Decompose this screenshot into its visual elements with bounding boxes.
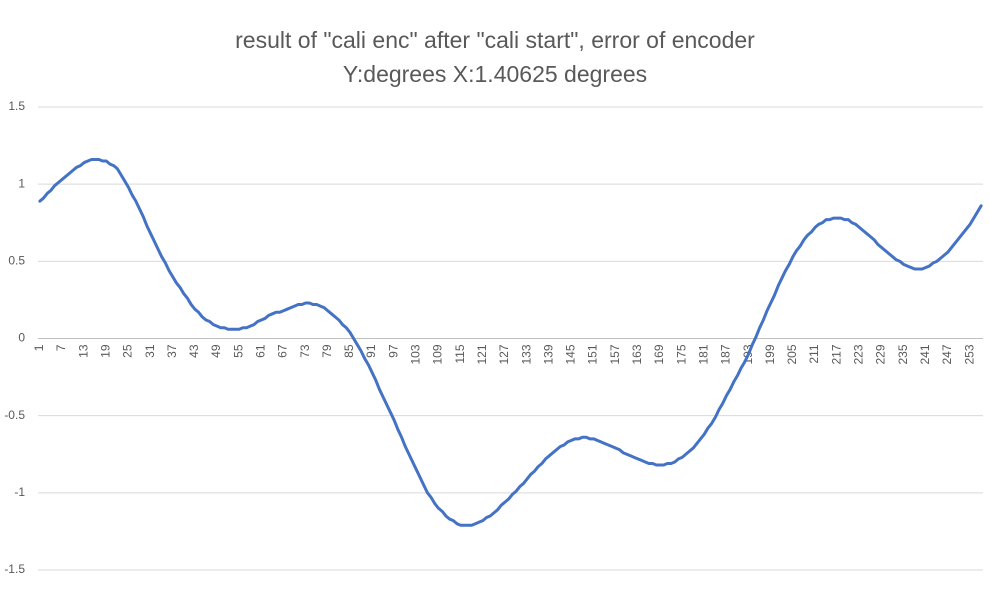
x-tick-label: 169 <box>652 344 666 364</box>
x-tick-label: 157 <box>608 344 622 364</box>
chart-subtitle: Y:degrees X:1.40625 degrees <box>343 61 647 87</box>
x-tick-label: 73 <box>298 344 312 358</box>
x-tick-label: 79 <box>320 344 334 358</box>
x-tick-label: 55 <box>231 344 245 358</box>
x-tick-label: 139 <box>541 344 555 364</box>
x-tick-label: 121 <box>475 344 489 364</box>
x-tick-label: 7 <box>54 344 68 351</box>
x-tick-label: 127 <box>497 344 511 364</box>
x-tick-label: 91 <box>364 344 378 358</box>
x-tick-label: 31 <box>143 344 157 358</box>
x-tick-label: 67 <box>276 344 290 358</box>
y-tick-label: 0 <box>18 331 25 345</box>
x-tick-label: 109 <box>431 344 445 364</box>
x-tick-label: 199 <box>763 344 777 364</box>
x-tick-label: 163 <box>630 344 644 364</box>
x-tick-label: 103 <box>409 344 423 364</box>
x-tick-label: 151 <box>586 344 600 364</box>
x-tick-label: 49 <box>209 344 223 358</box>
x-tick-label: 37 <box>165 344 179 358</box>
y-tick-label: -0.5 <box>4 408 25 422</box>
x-tick-label: 253 <box>962 344 976 364</box>
x-tick-label: 205 <box>785 344 799 364</box>
y-tick-label: -1.5 <box>4 562 25 576</box>
x-tick-label: 115 <box>453 344 467 363</box>
x-tick-label: 247 <box>940 344 954 364</box>
x-tick-label: 25 <box>121 344 135 358</box>
x-tick-label: 85 <box>342 344 356 358</box>
y-tick-label: 1.5 <box>8 99 25 113</box>
y-tick-label: 1 <box>18 176 25 190</box>
x-tick-label: 211 <box>807 344 821 363</box>
x-tick-label: 19 <box>98 344 112 358</box>
x-tick-label: 43 <box>187 344 201 358</box>
x-tick-label: 217 <box>829 344 843 364</box>
x-tick-label: 1 <box>32 344 46 351</box>
y-tick-label: -1 <box>14 485 25 499</box>
y-tick-label: 0.5 <box>8 254 25 268</box>
data-line <box>38 157 983 527</box>
x-tick-label: 145 <box>564 344 578 364</box>
x-tick-label: 223 <box>852 344 866 364</box>
x-tick-label: 181 <box>696 344 710 364</box>
x-tick-label: 133 <box>519 344 533 364</box>
chart-title: result of "cali enc" after "cali start",… <box>235 27 755 53</box>
x-tick-label: 187 <box>719 344 733 364</box>
x-tick-label: 229 <box>874 344 888 364</box>
x-tick-label: 175 <box>674 344 688 364</box>
x-tick-label: 97 <box>386 344 400 358</box>
x-tick-label: 61 <box>254 344 268 358</box>
x-tick-label: 13 <box>76 344 90 358</box>
x-tick-label: 241 <box>918 344 932 364</box>
x-tick-label: 235 <box>896 344 910 364</box>
